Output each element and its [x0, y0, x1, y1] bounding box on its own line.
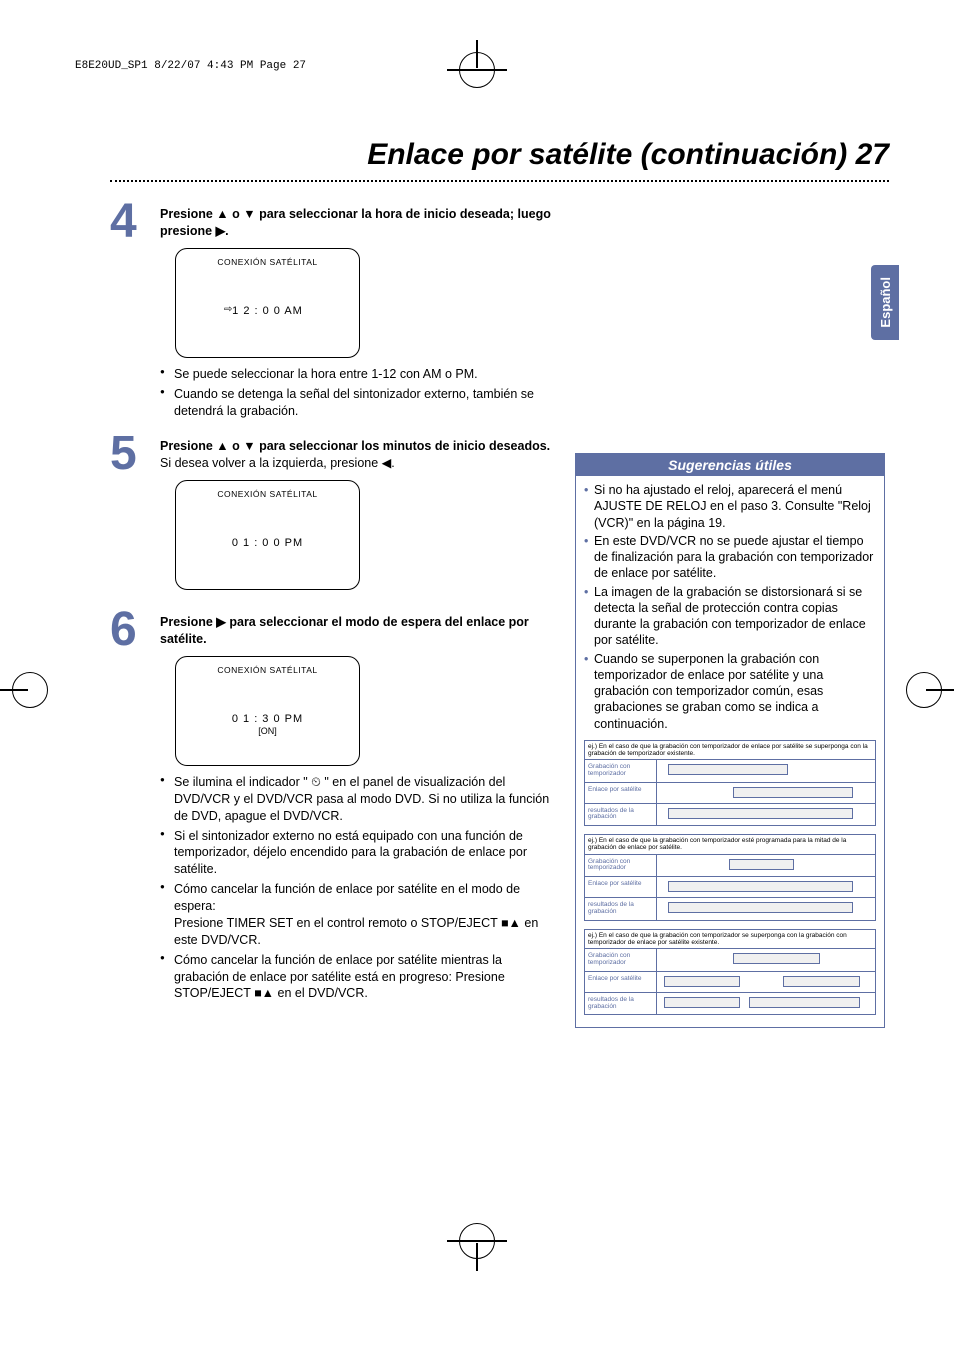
screen-time: 0 1 : 0 0 PM [176, 536, 359, 551]
timeline-row-label: Grabación con temporizador [585, 855, 657, 877]
step-5: 5 Presione ▲ o ▼ para seleccionar los mi… [110, 432, 555, 598]
timeline-row: resultados de la grabación [585, 898, 875, 920]
timeline-bar [668, 808, 853, 819]
timeline-bars [657, 993, 875, 1013]
timeline-bars [657, 949, 875, 969]
crop-mark-icon [0, 660, 60, 720]
timeline-bar [733, 953, 820, 964]
print-header: E8E20UD_SP1 8/22/07 4:43 PM Page 27 [75, 60, 306, 72]
timeline-bar [668, 764, 788, 775]
step-subtext: Si desea volver a la izquierda, presione… [160, 455, 555, 472]
timeline-row: Grabación con temporizador [585, 855, 875, 878]
timeline-bar [783, 976, 859, 987]
bullet-item: Cuando se detenga la señal del sintoniza… [160, 386, 555, 420]
timeline-row-label: Enlace por satélite [585, 783, 657, 803]
timeline-caption: ej.) En el caso de que la grabación con … [585, 835, 875, 854]
screen-time: 1 2 : 0 0 AM [176, 304, 359, 319]
timeline-bar [668, 881, 853, 892]
timeline-row-label: Enlace por satélite [585, 877, 657, 897]
step-6: 6 Presione ▶ para seleccionar el modo de… [110, 608, 555, 1005]
timeline-bars [657, 855, 875, 875]
step-lead: Presione ▶ para seleccionar el modo de e… [160, 614, 555, 648]
screen-title: CONEXIÓN SATÉLITAL [176, 665, 359, 676]
tips-panel: Sugerencias útiles Si no ha ajustado el … [575, 453, 885, 1028]
timeline-box: ej.) En el caso de que la grabación con … [584, 740, 876, 827]
timeline-bar [733, 787, 853, 798]
timeline-bar [664, 976, 740, 987]
tip-item: Cuando se superponen la grabación con te… [584, 651, 876, 732]
timeline-row: Grabación con temporizador [585, 949, 875, 972]
screen-title: CONEXIÓN SATÉLITAL [176, 489, 359, 500]
step-lead: Presione ▲ o ▼ para seleccionar la hora … [160, 206, 555, 240]
timeline-bar [749, 997, 860, 1008]
tips-heading: Sugerencias útiles [576, 454, 884, 476]
screen-mock: CONEXIÓN SATÉLITAL 0 1 : 3 0 PM [ON] [175, 656, 360, 766]
timeline-row: resultados de la grabación [585, 804, 875, 826]
screen-mock: CONEXIÓN SATÉLITAL 0 1 : 0 0 PM [175, 480, 360, 590]
crop-mark-icon [894, 660, 954, 720]
bullet-item: Cómo cancelar la función de enlace por s… [160, 881, 555, 949]
timeline-row: Enlace por satélite [585, 877, 875, 898]
tip-item: En este DVD/VCR no se puede ajustar el t… [584, 533, 876, 582]
timeline-caption: ej.) En el caso de que la grabación con … [585, 741, 875, 760]
crop-mark-icon [447, 40, 507, 100]
screen-mock: CONEXIÓN SATÉLITAL ⇨ 1 2 : 0 0 AM [175, 248, 360, 358]
timeline-bars [657, 783, 875, 803]
timeline-row-label: Enlace por satélite [585, 972, 657, 992]
step-number: 4 [110, 200, 160, 243]
screen-title: CONEXIÓN SATÉLITAL [176, 257, 359, 268]
timeline-bars [657, 972, 875, 992]
timeline-bar [729, 859, 794, 870]
step-lead: Presione ▲ o ▼ para seleccionar los minu… [160, 438, 555, 455]
timeline-bar [668, 902, 853, 913]
page-title: Enlace por satélite (continuación) 27 [367, 138, 889, 172]
screen-status: [ON] [176, 725, 359, 737]
bullet-item: Cómo cancelar la función de enlace por s… [160, 952, 555, 1003]
step-number: 6 [110, 608, 160, 651]
timeline-row-label: Grabación con temporizador [585, 949, 657, 971]
step-4: 4 Presione ▲ o ▼ para seleccionar la hor… [110, 200, 555, 422]
timeline-bars [657, 760, 875, 780]
timeline-row: resultados de la grabación [585, 993, 875, 1015]
crop-mark-icon [447, 1211, 507, 1271]
tip-item: La imagen de la grabación se distorsiona… [584, 584, 876, 649]
timeline-row: Grabación con temporizador [585, 760, 875, 783]
step-number: 5 [110, 432, 160, 475]
timeline-bars [657, 898, 875, 918]
bullet-item: Se puede seleccionar la hora entre 1-12 … [160, 366, 555, 383]
timeline-bars [657, 877, 875, 897]
timeline-box: ej.) En el caso de que la grabación con … [584, 929, 876, 1016]
timeline-row-label: Grabación con temporizador [585, 760, 657, 782]
timeline-row-label: resultados de la grabación [585, 804, 657, 826]
bullet-item: Si el sintonizador externo no está equip… [160, 828, 555, 879]
tip-item: Si no ha ajustado el reloj, aparecerá el… [584, 482, 876, 531]
timeline-bar [664, 997, 740, 1008]
timeline-row-label: resultados de la grabación [585, 993, 657, 1015]
timeline-bars [657, 804, 875, 824]
title-rule [110, 180, 889, 182]
timeline-row: Enlace por satélite [585, 783, 875, 804]
timeline-row-label: resultados de la grabación [585, 898, 657, 920]
timeline-box: ej.) En el caso de que la grabación con … [584, 834, 876, 921]
timeline-caption: ej.) En el caso de que la grabación con … [585, 930, 875, 949]
timeline-row: Enlace por satélite [585, 972, 875, 993]
bullet-item: Se ilumina el indicador " ⏲ " en el pane… [160, 774, 555, 825]
